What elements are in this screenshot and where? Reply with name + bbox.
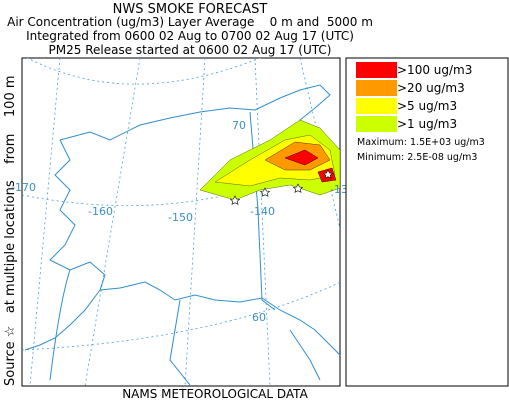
grid-label: 70: [232, 119, 246, 132]
legend: Maximum: 1.5E+03 ug/m3 Minimum: 2.5E-08 …: [345, 57, 509, 387]
legend-label: >5 ug/m3: [397, 99, 457, 113]
legend-swatch: [356, 62, 397, 78]
grid-line: [22, 152, 340, 207]
grid-label: -140: [250, 205, 275, 218]
grid-line: [22, 281, 340, 351]
legend-label: >1 ug/m3: [397, 117, 457, 131]
legend-swatch: [356, 98, 397, 114]
grid-label: -150: [168, 211, 193, 224]
grid-line: [26, 58, 261, 85]
subtitle: Integrated from 0600 02 Aug to 0700 02 A…: [26, 29, 354, 43]
legend-minimum: Minimum: 2.5E-08 ug/m3: [357, 152, 477, 163]
footer: NAMS METEOROLOGICAL DATA: [122, 387, 308, 401]
grid-label: -170: [11, 181, 36, 194]
legend-label: >100 ug/m3: [397, 63, 472, 77]
legend-swatch: [356, 116, 397, 132]
legend-label: >20 ug/m3: [397, 81, 465, 95]
legend-swatch: [356, 80, 397, 96]
coastline: [169, 299, 191, 386]
subtitle: PM25 Release started at 0600 02 Aug 17 (…: [49, 43, 332, 57]
subtitle: Air Concentration (ug/m3) Layer Average …: [7, 15, 373, 29]
map-frame: [21, 57, 341, 387]
map: -170 -160 -150 -140 -130 70 60: [11, 57, 355, 387]
coastline: [289, 329, 321, 381]
coastline: [24, 289, 101, 351]
source-label: Source ☆ at multiple locations from 100 …: [3, 75, 18, 386]
grid-label: 60: [252, 311, 266, 324]
coastline: [49, 269, 71, 381]
grid-line: [84, 58, 141, 386]
grid-label: -160: [88, 205, 113, 218]
legend-maximum: Maximum: 1.5E+03 ug/m3: [357, 137, 485, 148]
title: NWS SMOKE FORECAST: [113, 2, 268, 17]
coastline: [49, 139, 340, 356]
source-markers: [229, 169, 334, 205]
